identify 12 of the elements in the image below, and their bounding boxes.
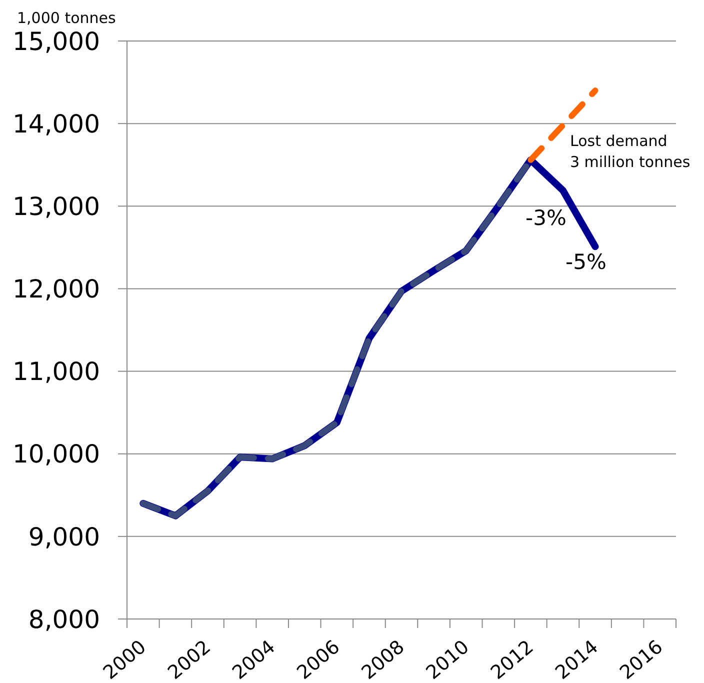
y-tick-label: 15,000 (12, 26, 100, 56)
y-tick-label: 9,000 (28, 522, 100, 552)
y-tick-label: 10,000 (12, 440, 100, 469)
y-tick-label: 13,000 (12, 192, 100, 222)
y-tick-label: 14,000 (12, 109, 100, 138)
annotation: -3% (526, 206, 566, 230)
y-tick-label: 12,000 (12, 274, 100, 304)
y-axis-title: 1,000 tonnes (17, 9, 116, 27)
y-tick-label: 8,000 (28, 604, 100, 634)
annotation: Lost demand 3 million tonnes (570, 131, 690, 173)
y-tick-label: 11,000 (12, 357, 100, 386)
annotation: -5% (566, 250, 606, 274)
